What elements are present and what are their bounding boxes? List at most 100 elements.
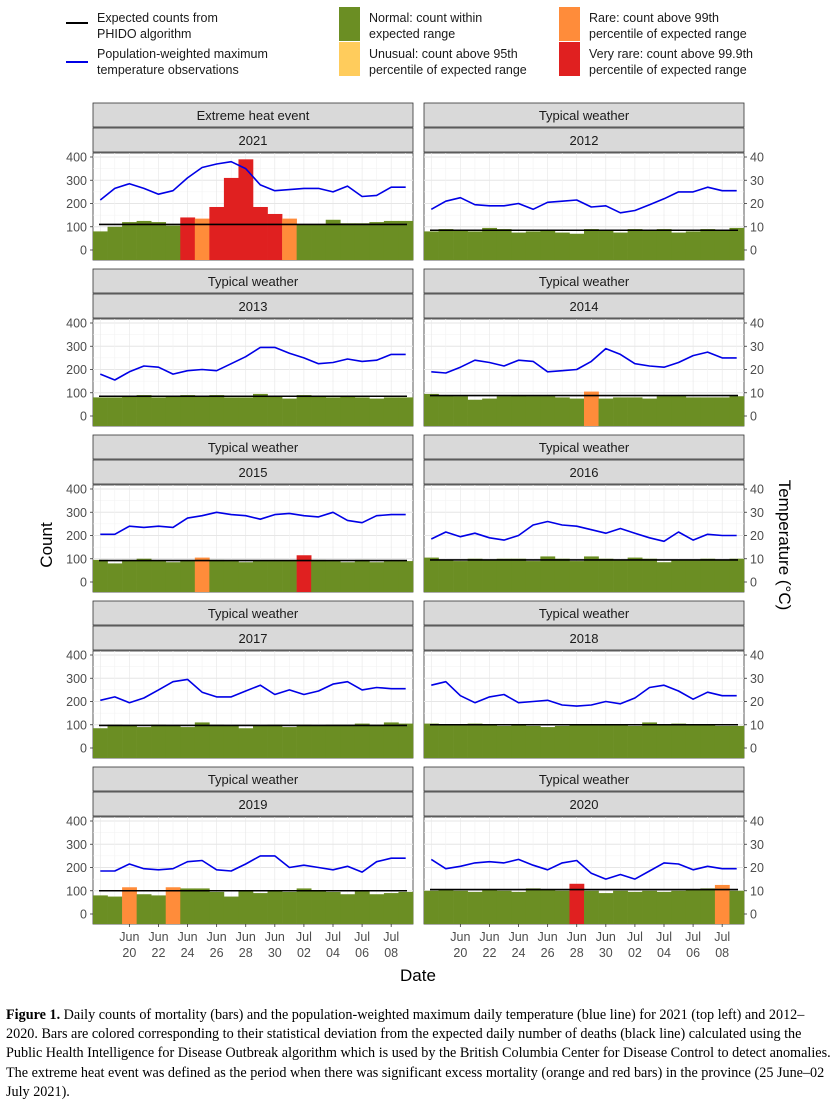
strip-condition-label: Typical weather [539, 772, 630, 787]
bar-2015-18 [354, 559, 370, 592]
bar-2017-6 [180, 727, 196, 758]
x-tick-label-day: 30 [268, 946, 282, 960]
x-tick-label-day: 24 [181, 946, 195, 960]
legend-key-very-rare [559, 42, 580, 76]
bar-2014-7 [525, 396, 541, 426]
bar-2016-0 [424, 557, 439, 592]
bar-2020-20 [714, 884, 730, 924]
bar-2015-16 [325, 561, 341, 592]
legend-label-expected: Expected counts from PHIDO algorithm [97, 11, 218, 41]
strip-year-bg [92, 127, 414, 153]
strip-year-bg [423, 791, 745, 817]
bar-2020-9 [554, 890, 570, 924]
bar-2017-3 [136, 727, 152, 758]
bar-2012-3 [467, 231, 483, 260]
bar-2020-4 [482, 889, 498, 924]
x-tick-label-month: Jun [508, 930, 528, 944]
bar-2020-6 [511, 891, 527, 924]
bar-2014-12 [598, 398, 614, 426]
y-tick-label-temperature: 30 [750, 174, 764, 188]
bar-2021-0 [93, 231, 108, 260]
bar-2020-0 [424, 890, 439, 924]
x-tick-label-day: 02 [297, 946, 311, 960]
bar-2012-12 [598, 230, 614, 260]
strip-condition-bg [423, 102, 745, 128]
temperature-line-2021 [99, 160, 406, 201]
bar-2018-15 [642, 722, 658, 758]
bar-2020-11 [584, 890, 599, 924]
strip-year-bg [92, 791, 414, 817]
bar-2018-20 [714, 725, 730, 758]
bar-2012-17 [671, 232, 687, 260]
bar-2013-4 [151, 397, 167, 426]
bar-2016-9 [554, 558, 570, 592]
bar-2019-21 [398, 891, 414, 924]
y-tick-label-temperature: 40 [750, 151, 764, 165]
bar-2015-14 [296, 555, 312, 592]
y-tick-label-count: 100 [66, 386, 87, 400]
y-tick-label-count: 0 [80, 410, 87, 424]
bar-2015-20 [383, 561, 399, 592]
x-tick-label-month: Jul [714, 930, 730, 944]
bar-2018-14 [627, 725, 643, 758]
bar-2018-9 [554, 725, 570, 758]
bar-2012-15 [642, 230, 658, 260]
y-tick-label-temperature: 40 [750, 649, 764, 663]
bar-2020-21 [729, 890, 745, 924]
legend-label-temperature: Population-weighted maximum temperature o… [97, 47, 268, 77]
bar-2017-16 [325, 724, 341, 758]
bar-2016-19 [700, 558, 716, 592]
panel-2014: Typical weather 2014 0 10 20 30 40 [423, 268, 764, 427]
strip-condition-label: Typical weather [208, 274, 299, 289]
bar-2013-15 [311, 396, 327, 426]
bar-2016-12 [598, 558, 614, 592]
bar-2021-18 [354, 223, 370, 260]
panel-2018: Typical weather 2018 0 10 20 30 40 [423, 600, 764, 759]
legend-key-unusual [339, 42, 360, 76]
temperature-line-2014 [431, 347, 737, 374]
bar-2019-5 [165, 887, 181, 924]
bar-2021-16 [325, 219, 341, 260]
x-tick-label-month: Jul [627, 930, 643, 944]
y-tick-label-count: 400 [66, 649, 87, 663]
strip-condition-bg [92, 766, 414, 792]
bar-2019-11 [253, 893, 268, 924]
y-tick-label-temperature: 0 [750, 410, 757, 424]
strip-condition-bg [423, 600, 745, 626]
bar-2015-3 [136, 558, 152, 592]
bar-2015-12 [267, 561, 283, 592]
bar-2020-17 [671, 890, 687, 924]
panel-2019: Typical weather 2019 0 100 200 300 400 Jun 20 Jun… [66, 766, 414, 960]
bar-2013-2 [122, 396, 137, 426]
bar-2016-2 [453, 561, 468, 592]
bar-2015-5 [165, 562, 181, 592]
y-tick-label-count: 100 [66, 884, 87, 898]
bar-2014-15 [642, 398, 658, 426]
strip-year-label: 2015 [239, 465, 268, 480]
bar-2013-5 [165, 396, 181, 426]
x-tick-label-month: Jul [325, 930, 341, 944]
bar-2015-11 [253, 561, 268, 592]
bar-2021-19 [369, 222, 385, 260]
strip-condition-label: Typical weather [208, 606, 299, 621]
y-tick-label-count: 300 [66, 340, 87, 354]
x-tick-label-month: Jun [265, 930, 285, 944]
bar-2015-4 [151, 561, 167, 592]
bar-2014-16 [656, 396, 672, 426]
bar-2017-4 [151, 724, 167, 758]
bar-2013-10 [238, 397, 254, 426]
bar-2013-17 [340, 396, 356, 426]
bar-2015-9 [223, 561, 239, 592]
y-tick-label-temperature: 30 [750, 838, 764, 852]
bar-2012-5 [496, 229, 512, 260]
strip-condition-bg [92, 434, 414, 460]
bar-2021-3 [136, 220, 152, 260]
bar-2019-2 [122, 887, 137, 924]
bar-2019-8 [209, 891, 225, 924]
temperature-line-2019 [100, 855, 406, 873]
bar-2015-6 [180, 561, 196, 592]
bar-2012-13 [613, 232, 628, 260]
bar-2012-20 [714, 230, 730, 260]
bar-2013-8 [209, 395, 225, 426]
y-tick-label-temperature: 30 [750, 340, 764, 354]
